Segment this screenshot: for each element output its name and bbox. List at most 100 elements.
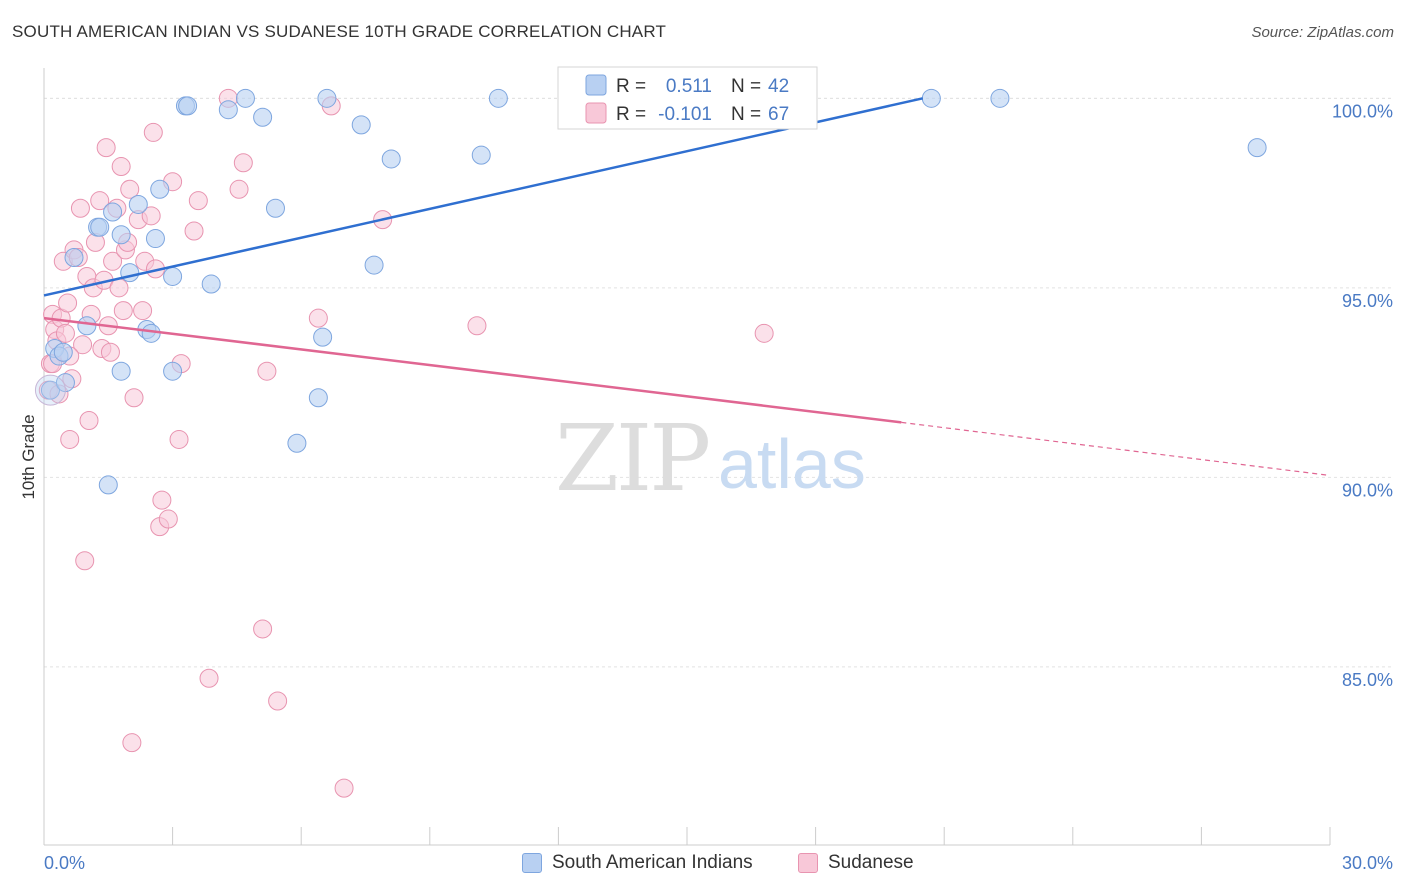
- data-point-south-american-indians: [111, 225, 131, 245]
- data-point-sudanese: [96, 138, 116, 158]
- data-point-sudanese: [467, 316, 487, 336]
- data-point-south-american-indians: [235, 88, 255, 108]
- data-point-south-american-indians: [53, 342, 73, 362]
- legend: R = 0.511 N = 42 R = -0.101 N = 67: [557, 66, 818, 130]
- legend-item-sudanese: Sudanese: [798, 852, 914, 874]
- data-point-sudanese: [124, 388, 144, 408]
- data-point-sudanese: [233, 153, 253, 173]
- data-point-south-american-indians: [381, 149, 401, 169]
- legend-swatch-blue: [585, 74, 607, 96]
- data-point-south-american-indians: [150, 179, 170, 199]
- watermark: ZIP atlas: [555, 405, 866, 512]
- data-point-south-american-indians: [163, 266, 183, 286]
- data-point-south-american-indians: [40, 380, 60, 400]
- data-point-south-american-indians: [90, 217, 110, 237]
- legend-r-value: -0.101: [658, 104, 712, 125]
- data-point-south-american-indians: [34, 374, 66, 406]
- data-point-south-american-indians: [471, 145, 491, 165]
- chart-title: SOUTH AMERICAN INDIAN VS SUDANESE 10TH G…: [12, 22, 667, 41]
- data-point-south-american-indians: [77, 316, 97, 336]
- y-tick-labels: 85.0% 90.0% 95.0% 100.0%: [1332, 101, 1393, 690]
- data-point-south-american-indians: [201, 274, 221, 294]
- legend-n-value: 42: [768, 76, 789, 97]
- source-label: Source: ZipAtlas.com: [1251, 24, 1394, 41]
- legend-label: Sudanese: [828, 852, 914, 873]
- y-tick-label: 100.0%: [1332, 101, 1393, 121]
- data-point-south-american-indians: [1247, 138, 1267, 158]
- trend-lines: [43, 97, 1331, 477]
- data-point-south-american-indians: [218, 100, 238, 120]
- data-point-south-american-indians: [990, 88, 1010, 108]
- data-point-sudanese: [253, 619, 273, 639]
- data-point-sudanese: [184, 221, 204, 241]
- trend-line-sudanese: [43, 316, 902, 424]
- data-point-sudanese: [143, 122, 163, 142]
- data-point-south-american-indians: [287, 433, 307, 453]
- legend-item-south-american-indians: South American Indians: [522, 852, 753, 874]
- y-tick-label: 95.0%: [1342, 291, 1393, 311]
- legend-r-value: 0.511: [666, 76, 712, 97]
- data-point-sudanese: [169, 429, 189, 449]
- data-point-south-american-indians: [163, 361, 183, 381]
- data-point-sudanese: [308, 308, 328, 328]
- data-point-sudanese: [109, 278, 129, 298]
- data-point-south-american-indians: [98, 475, 118, 495]
- y-tick-label: 85.0%: [1342, 670, 1393, 690]
- data-point-sudanese: [122, 733, 142, 753]
- data-point-sudanese: [58, 293, 78, 313]
- data-point-south-american-indians: [317, 88, 337, 108]
- data-point-south-american-indians: [120, 263, 140, 283]
- data-point-sudanese: [141, 206, 161, 226]
- x-tick-labels: 0.0% 30.0%: [44, 853, 1393, 873]
- data-point-south-american-indians: [103, 202, 123, 222]
- legend-r-label: R =: [616, 76, 646, 97]
- data-point-south-american-indians: [128, 194, 148, 214]
- data-point-south-american-indians: [141, 323, 161, 343]
- data-point-south-american-indians: [265, 198, 285, 218]
- data-point-sudanese: [120, 179, 140, 199]
- data-point-sudanese: [75, 551, 95, 571]
- data-point-sudanese: [334, 778, 354, 798]
- x-tick-label: 0.0%: [44, 853, 85, 873]
- data-point-sudanese: [199, 668, 219, 688]
- data-point-south-american-indians: [351, 115, 371, 135]
- data-point-south-american-indians: [308, 388, 328, 408]
- data-point-sudanese: [158, 509, 178, 529]
- legend-swatch-pink: [585, 102, 607, 124]
- data-point-sudanese: [55, 323, 75, 343]
- legend-n-label: N =: [731, 104, 761, 125]
- legend-label: South American Indians: [552, 852, 753, 873]
- data-point-sudanese: [73, 335, 93, 355]
- data-point-sudanese: [268, 691, 288, 711]
- legend-n-label: N =: [731, 76, 761, 97]
- data-point-south-american-indians: [253, 107, 273, 127]
- data-point-sudanese: [70, 198, 90, 218]
- data-point-sudanese: [111, 157, 131, 177]
- data-point-sudanese: [100, 342, 120, 362]
- data-point-south-american-indians: [313, 327, 333, 347]
- data-point-sudanese: [133, 301, 153, 321]
- data-point-sudanese: [113, 301, 133, 321]
- x-tick-label: 30.0%: [1342, 853, 1393, 873]
- legend-r-label: R =: [616, 104, 646, 125]
- trend-line-south-american-indians: [43, 97, 924, 297]
- data-point-sudanese: [257, 361, 277, 381]
- y-tick-label: 90.0%: [1342, 480, 1393, 500]
- axes: [43, 68, 1331, 846]
- data-point-south-american-indians: [178, 96, 198, 116]
- data-point-sudanese: [60, 429, 80, 449]
- watermark-atlas: atlas: [718, 425, 866, 503]
- data-point-sudanese: [152, 490, 172, 510]
- legend-n-value: 67: [768, 104, 789, 125]
- data-point-sudanese: [229, 179, 249, 199]
- data-point-sudanese: [754, 323, 774, 343]
- data-point-sudanese: [188, 191, 208, 211]
- data-point-sudanese: [79, 410, 99, 430]
- watermark-zip: ZIP: [555, 405, 708, 512]
- data-point-south-american-indians: [111, 361, 131, 381]
- data-point-south-american-indians: [145, 229, 165, 249]
- y-axis-label: 10th Grade: [19, 414, 38, 499]
- data-point-south-american-indians: [488, 88, 508, 108]
- trend-line-sudanese-dashed: [901, 421, 1331, 477]
